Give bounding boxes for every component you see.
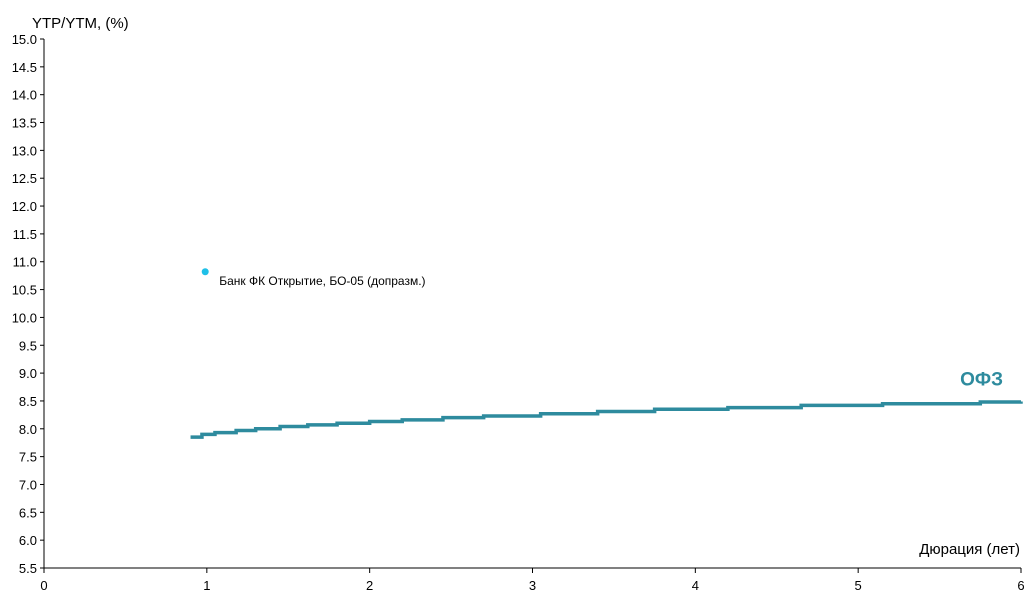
y-tick-label: 13.5 <box>12 116 37 131</box>
x-tick-label: 1 <box>203 578 210 593</box>
y-tick-label: 12.0 <box>12 199 37 214</box>
series-layer: ОФЗ <box>190 370 1023 439</box>
data-point <box>201 268 209 276</box>
x-axis-ticks: 0 1 2 3 4 5 6 <box>40 568 1025 593</box>
data-point-label: Банк ФК Открытие, БО-05 (допразм.) <box>219 274 425 288</box>
y-tick-label: 6.0 <box>19 533 37 548</box>
y-tick-label: 10.0 <box>12 310 37 325</box>
axes <box>43 39 1021 569</box>
y-tick-label: 7.0 <box>19 477 37 492</box>
y-tick-label: 6.5 <box>19 505 37 520</box>
x-tick-label: 0 <box>40 578 47 593</box>
y-tick-label: 12.5 <box>12 171 37 186</box>
y-tick-label: 14.0 <box>12 88 37 103</box>
x-axis-title: Дюрация (лет) <box>919 541 1020 558</box>
y-tick-label: 15.0 <box>12 32 37 47</box>
y-tick-label: 13.0 <box>12 143 37 158</box>
x-tick-label: 4 <box>692 578 699 593</box>
y-tick-label: 5.5 <box>19 561 37 576</box>
y-tick-label: 8.5 <box>19 394 37 409</box>
x-tick-label: 6 <box>1017 578 1024 593</box>
y-axis-title: YTP/YTM, (%) <box>32 15 129 32</box>
y-tick-label: 7.5 <box>19 450 37 465</box>
y-tick-label: 8.0 <box>19 422 37 437</box>
series-line-ofz <box>190 400 1023 439</box>
points-layer: Банк ФК Открытие, БО-05 (допразм.) <box>201 268 426 288</box>
x-tick-label: 2 <box>366 578 373 593</box>
y-tick-label: 14.5 <box>12 60 37 75</box>
series-label-ofz: ОФЗ <box>960 370 1003 391</box>
y-tick-label: 9.5 <box>19 338 37 353</box>
x-tick-label: 5 <box>855 578 862 593</box>
y-tick-label: 11.5 <box>13 227 37 242</box>
y-tick-label: 10.5 <box>12 283 37 298</box>
y-tick-label: 9.0 <box>19 366 37 381</box>
y-axis-ticks: 5.5 6.0 6.5 7.0 7.5 8.0 8.5 9.0 9.5 10.0 10.5 11.0 1… <box>12 32 44 576</box>
y-tick-label: 11.0 <box>13 255 37 270</box>
x-tick-label: 3 <box>529 578 536 593</box>
